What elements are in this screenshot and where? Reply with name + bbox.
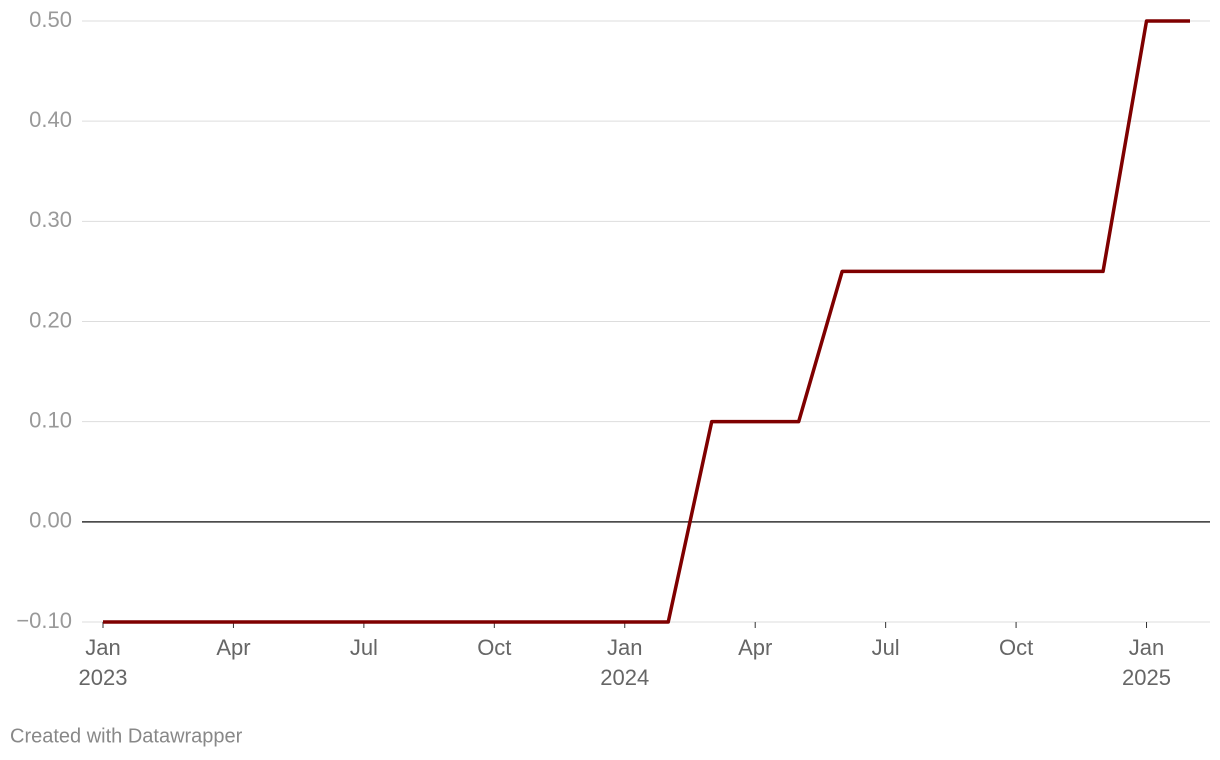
x-tick-label: Apr (738, 635, 772, 660)
y-tick-label: −0.10 (16, 608, 72, 633)
x-tick-label: Jan (1129, 635, 1164, 660)
x-tick-label: Oct (477, 635, 511, 660)
x-tick-year: 2025 (1122, 665, 1171, 690)
x-tick-year: 2024 (600, 665, 649, 690)
x-tick-label: Jan (85, 635, 120, 660)
y-tick-label: 0.00 (29, 508, 72, 533)
line (103, 19, 1190, 624)
x-tick-label: Oct (999, 635, 1033, 660)
y-tick-label: 0.10 (29, 407, 72, 432)
x-tick-label: Jan (607, 635, 642, 660)
x-tick-label: Jul (350, 635, 378, 660)
x-tick-year: 2023 (79, 665, 128, 690)
x-tick-label: Jul (872, 635, 900, 660)
y-tick-label: 0.20 (29, 307, 72, 332)
footer: Created with Datawrapper (10, 725, 243, 747)
y-tick-label: 0.50 (29, 7, 72, 32)
x-tick-label: Apr (216, 635, 250, 660)
y-tick-label: 0.30 (29, 207, 72, 232)
y-tick-label: 0.40 (29, 107, 72, 132)
